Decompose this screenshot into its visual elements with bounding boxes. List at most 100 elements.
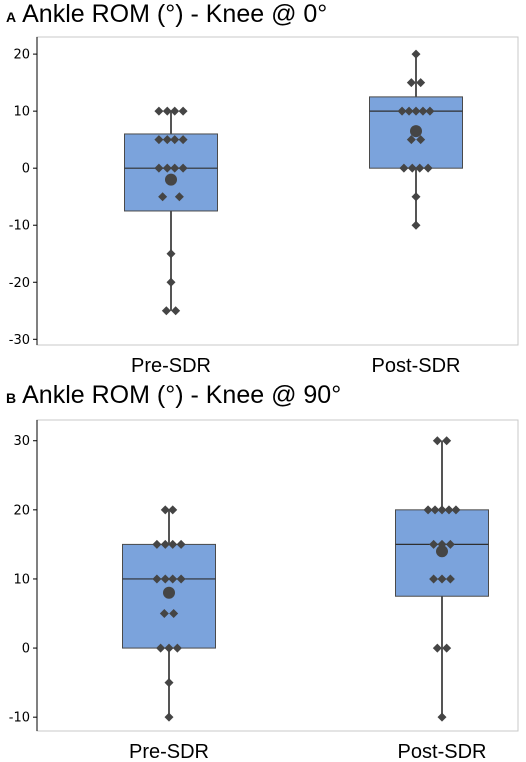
data-point [162,106,172,116]
data-point [164,643,174,653]
data-point [170,135,180,145]
data-point [168,505,178,515]
data-point [178,135,188,145]
data-point [423,505,433,515]
data-point [444,505,454,515]
data-point [176,539,186,549]
data-point [172,643,182,653]
boxplot-chart-b: -10 0 10 20 30 Pre-SDR Post-SDR [9,419,519,762]
data-point [161,306,171,316]
y-tick-label: 10 [13,572,30,587]
data-point [154,106,164,116]
panel-b: B Ankle ROM (°) - Knee @ 90° -10 0 10 20 30 P… [0,381,526,762]
data-point [451,505,461,515]
data-point [156,643,166,653]
data-point [168,574,178,584]
panel-b-title: B Ankle ROM (°) - Knee @ 90° [6,381,341,417]
panel-a: A Ankle ROM (°) - Knee @ 0° -30 -20 -10 0 10… [6,0,519,377]
data-point [154,163,164,173]
data-point [437,574,447,584]
data-point [437,712,447,722]
y-tick-label: -10 [9,219,30,234]
data-point [174,192,184,202]
y-tick-label: -10 [9,711,30,726]
box-group [369,49,463,230]
data-point [160,574,170,584]
data-point [418,106,428,116]
data-point [160,539,170,549]
data-point [158,192,168,202]
plot-frame [36,36,519,346]
data-point [170,106,180,116]
data-point [152,574,162,584]
panel-b-title-text: Ankle ROM (°) - Knee @ 90° [22,381,342,409]
data-point [170,163,180,173]
data-point [162,135,172,145]
data-point [159,609,169,619]
mean-marker [163,586,175,599]
data-point [176,574,186,584]
y-tick-label: -30 [9,333,30,348]
box-group [122,505,216,722]
data-point [169,609,179,619]
data-point [404,106,414,116]
x-category-label: Post-SDR [398,741,487,762]
boxplot-chart-a: -30 -20 -10 0 10 20 Pre-SDR Post-SDR [9,36,519,377]
data-point [416,78,426,88]
data-point [397,106,407,116]
data-point [399,163,409,173]
y-tick-label: 10 [13,105,30,120]
y-tick-label: 20 [13,48,30,63]
data-point [407,163,417,173]
panel-a-title: A Ankle ROM (°) - Knee @ 0° [6,0,327,36]
panel-b-letter: B [6,390,17,406]
x-category-label: Pre-SDR [129,741,209,762]
data-point [411,192,421,202]
data-point [411,220,421,230]
data-point [178,106,188,116]
data-point [171,306,181,316]
x-category-label: Post-SDR [372,355,461,377]
box-iqr [124,133,218,212]
data-point [411,49,421,59]
data-point [423,163,433,173]
mean-marker [410,125,422,138]
panel-a-letter: A [6,9,17,25]
data-point [164,678,174,688]
mean-marker [165,173,177,186]
data-point [445,539,455,549]
data-point [160,505,170,515]
x-category-label: Pre-SDR [131,355,211,377]
data-point [425,106,435,116]
data-point [178,163,188,173]
box-group [395,436,489,722]
data-point [406,78,416,88]
mean-marker [436,545,448,558]
y-tick-label: 0 [22,642,30,657]
box-group [124,106,218,316]
data-point [437,505,447,515]
data-point [437,539,447,549]
panel-a-title-text: Ankle ROM (°) - Knee @ 0° [22,0,328,28]
data-point [432,643,442,653]
data-point [442,643,452,653]
data-point [415,163,425,173]
data-point [406,135,416,145]
data-point [164,712,174,722]
data-point [430,505,440,515]
y-tick-label: -20 [9,276,30,291]
data-point [166,249,176,259]
data-point [432,436,442,446]
data-point [429,574,439,584]
data-point [154,135,164,145]
y-tick-label: 20 [13,503,30,518]
y-tick-label: 30 [13,434,30,449]
data-point [168,539,178,549]
data-point [442,436,452,446]
data-point [429,539,439,549]
data-point [162,163,172,173]
data-point [166,277,176,287]
y-tick-label: 0 [22,162,30,177]
data-point [152,539,162,549]
data-point [411,106,421,116]
